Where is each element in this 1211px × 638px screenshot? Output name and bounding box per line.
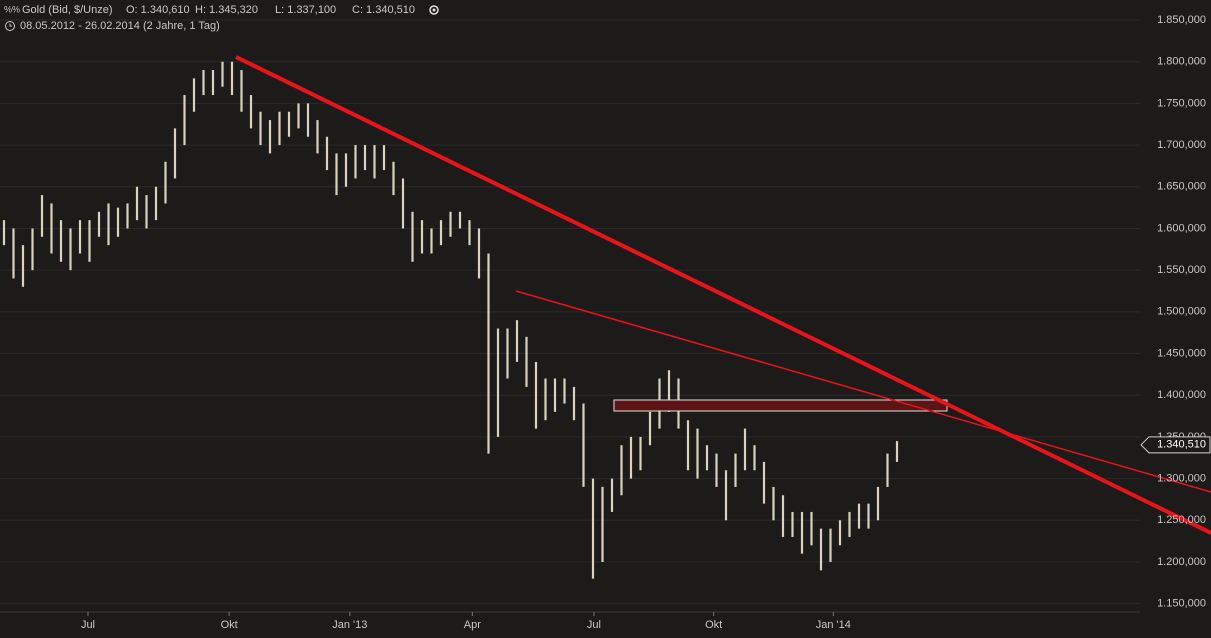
y-tick-label: 1.800,000 xyxy=(1157,56,1206,68)
y-tick-label: 1.150,000 xyxy=(1157,598,1206,610)
trend-line xyxy=(235,55,1211,535)
x-tick-label: Okt xyxy=(705,619,722,631)
settings-icon-dot xyxy=(432,8,436,12)
chart-icon: %% xyxy=(4,4,20,14)
y-tick-label: 1.450,000 xyxy=(1157,347,1206,359)
price-tag xyxy=(1140,436,1211,454)
x-tick-label: Apr xyxy=(464,619,481,631)
chart-title: Gold (Bid, $/Unze) xyxy=(22,4,112,16)
y-tick-label: 1.250,000 xyxy=(1157,514,1206,526)
x-tick-label: Okt xyxy=(221,619,238,631)
ohlc-label: O: 1.340,610 xyxy=(126,4,190,16)
x-tick-label: Jul xyxy=(587,619,601,631)
x-tick-label: Jan '14 xyxy=(816,619,851,631)
y-tick-label: 1.500,000 xyxy=(1157,306,1206,318)
bars xyxy=(2,61,899,579)
ohlc-label: L: 1.337,100 xyxy=(275,4,336,16)
y-tick-label: 1.200,000 xyxy=(1157,556,1206,568)
y-tick-label: 1.550,000 xyxy=(1157,264,1206,276)
ticks: 1.150,0001.200,0001.250,0001.300,0001.35… xyxy=(81,14,1211,631)
y-tick-label: 1.400,000 xyxy=(1157,389,1206,401)
clock-icon xyxy=(5,21,15,31)
y-tick-label: 1.700,000 xyxy=(1157,139,1206,151)
trend-line xyxy=(515,290,1211,493)
x-tick-label: Jan '13 xyxy=(332,619,367,631)
x-tick-label: Jul xyxy=(81,619,95,631)
settings-icon[interactable] xyxy=(429,5,439,15)
grid xyxy=(0,19,1140,605)
y-tick-label: 1.650,000 xyxy=(1157,181,1206,193)
clock-hands xyxy=(9,23,12,27)
ohlc-label: H: 1.345,320 xyxy=(195,4,258,16)
y-tick-label: 1.300,000 xyxy=(1157,473,1206,485)
chart-subtitle: 08.05.2012 - 26.02.2014 (2 Jahre, 1 Tag) xyxy=(20,20,220,32)
y-tick-label: 1.750,000 xyxy=(1157,97,1206,109)
ohlc-label: C: 1.340,510 xyxy=(352,4,415,16)
price-tag-label: 1.340,510 xyxy=(1157,439,1206,451)
y-tick-label: 1.600,000 xyxy=(1157,222,1206,234)
y-tick-label: 1.850,000 xyxy=(1157,14,1206,26)
